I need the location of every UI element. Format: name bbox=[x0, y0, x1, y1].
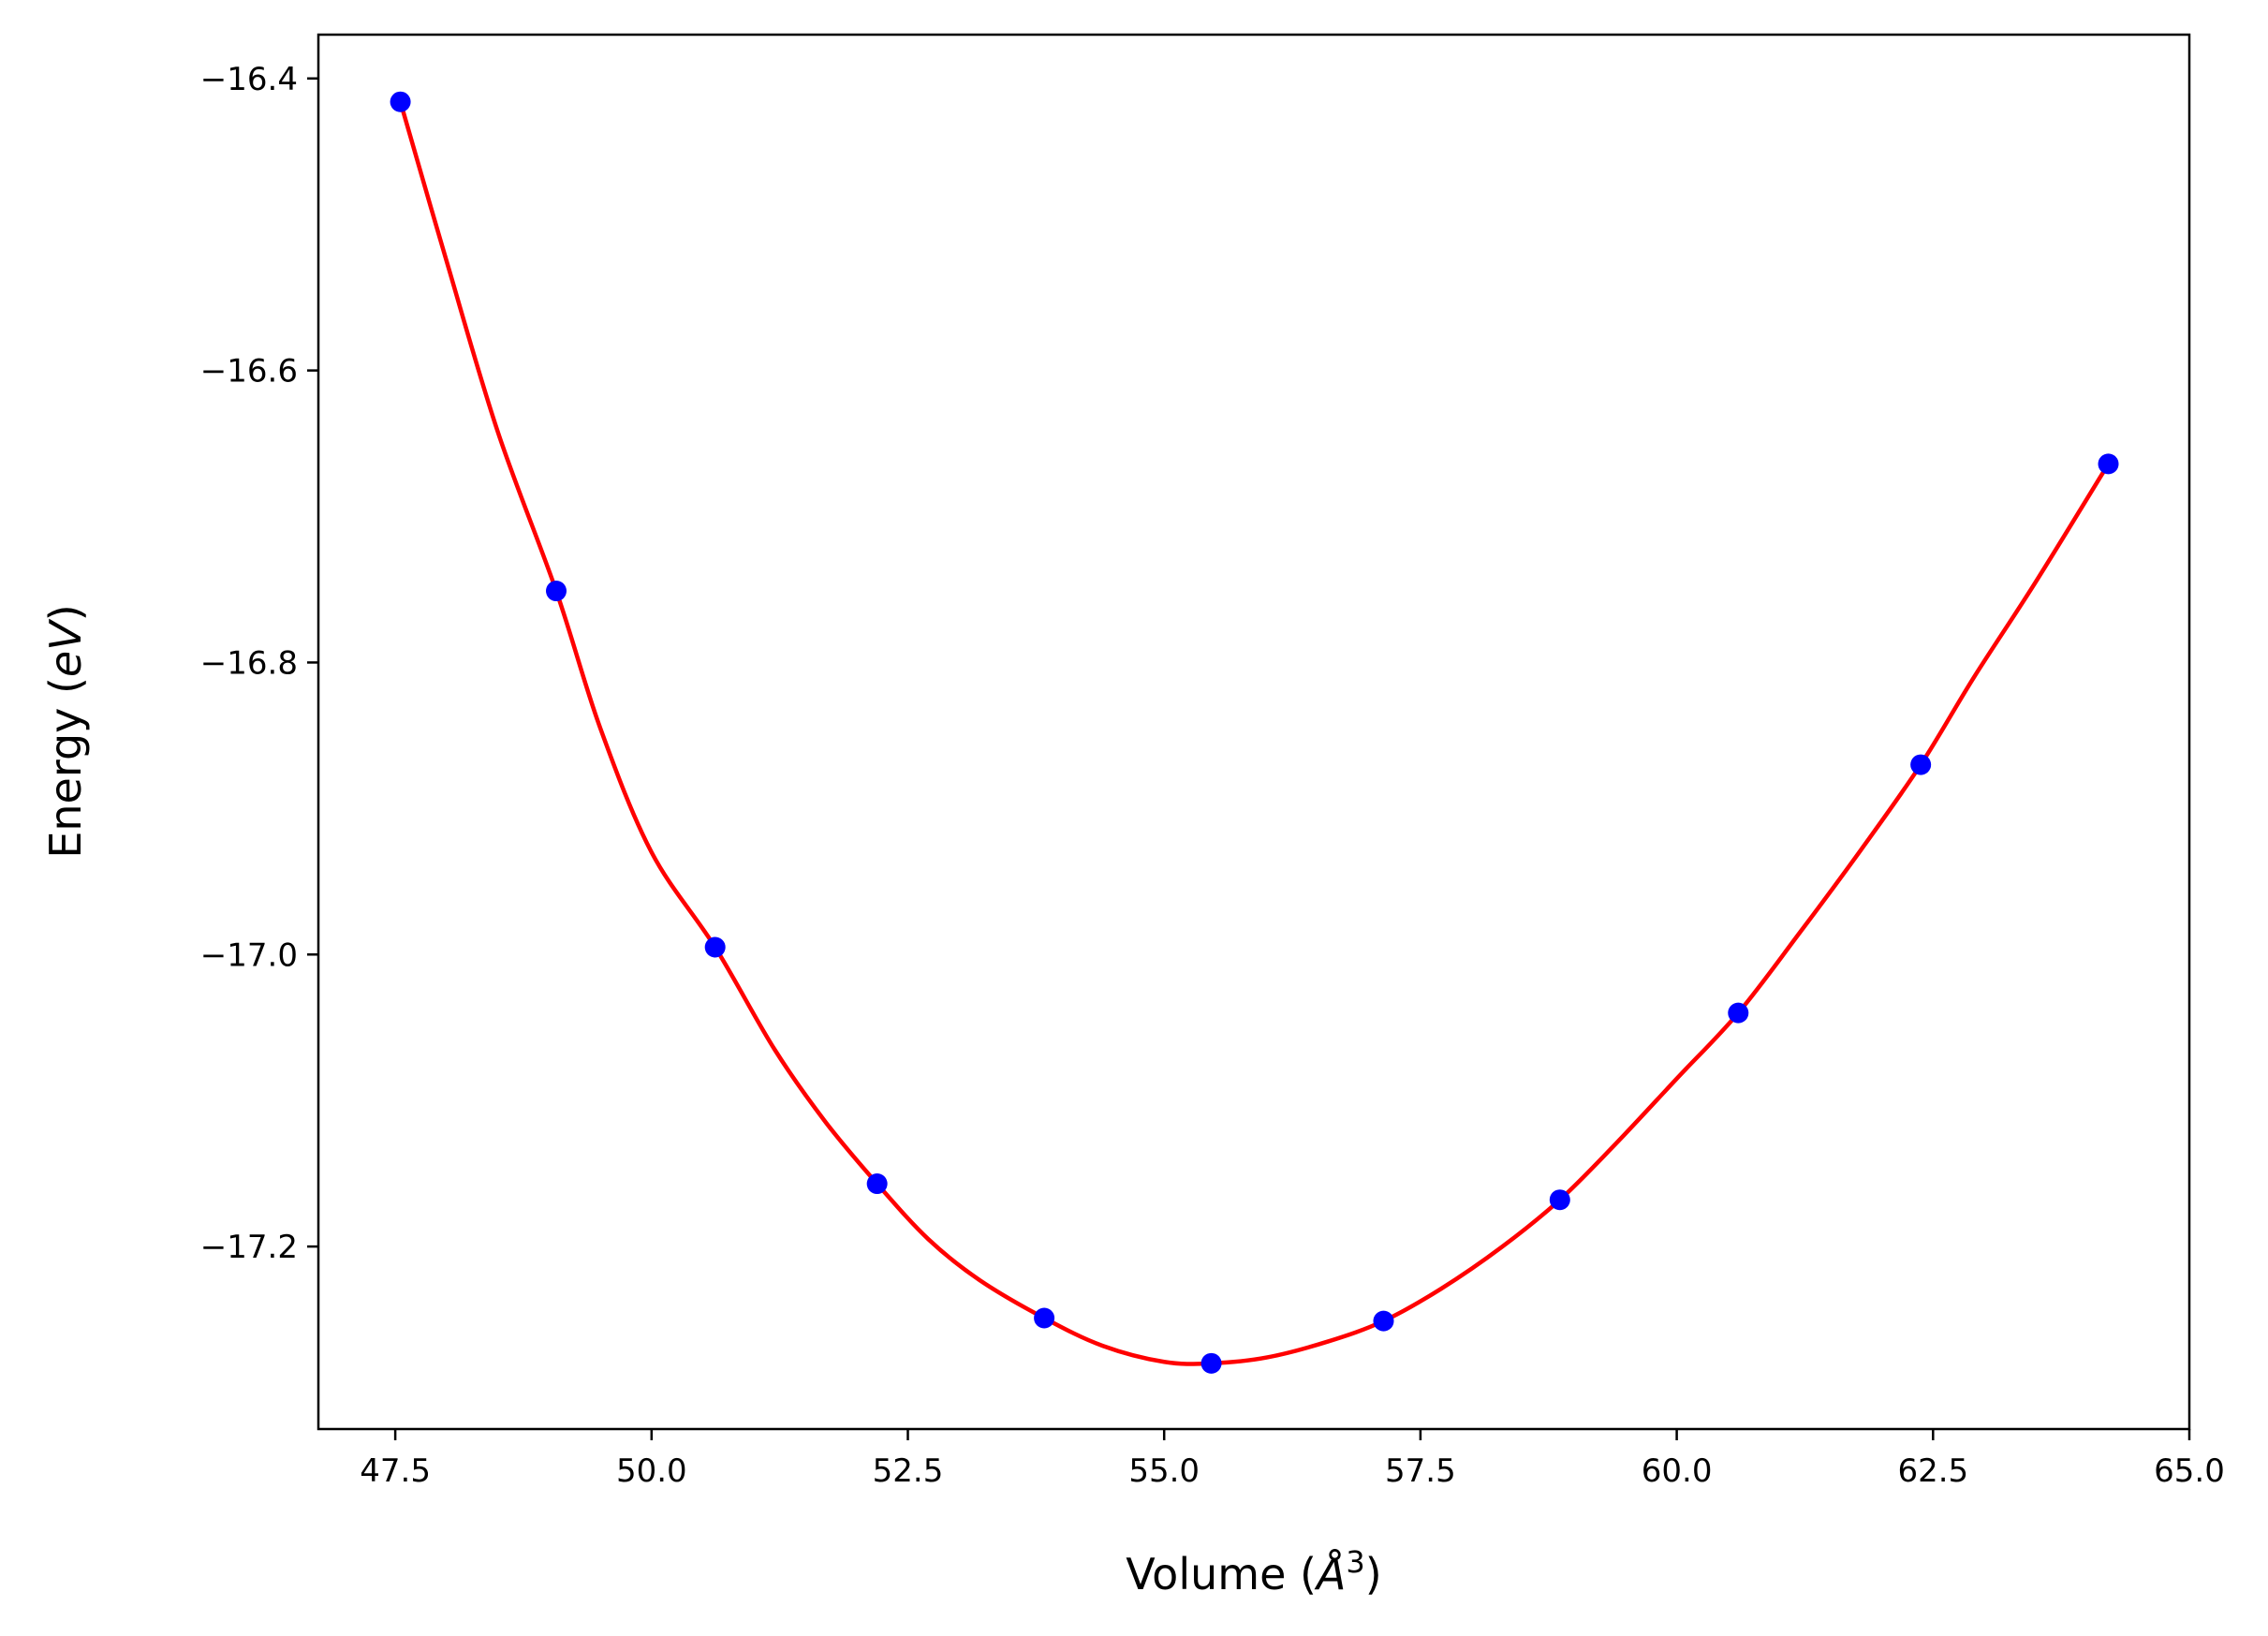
x-tick-label: 57.5 bbox=[1385, 1452, 1456, 1490]
x-tick-label: 47.5 bbox=[360, 1452, 431, 1490]
x-tick-label: 60.0 bbox=[1642, 1452, 1713, 1490]
data-point bbox=[704, 936, 726, 958]
y-axis-label-unit: eV bbox=[40, 618, 91, 677]
x-tick-label: 55.0 bbox=[1128, 1452, 1200, 1490]
y-axis-label-text: Energy ( bbox=[40, 677, 91, 859]
x-axis-label-text: Volume ( bbox=[1126, 1549, 1317, 1599]
x-axis-label-unit: Å bbox=[1314, 1549, 1346, 1599]
data-point bbox=[2098, 453, 2119, 475]
x-tick-label: 52.5 bbox=[873, 1452, 944, 1490]
fit-curve-line bbox=[398, 101, 2111, 1366]
data-point bbox=[1549, 1189, 1570, 1211]
data-point bbox=[1373, 1310, 1394, 1332]
x-axis-label-close: ) bbox=[1365, 1549, 1382, 1599]
axes-frame bbox=[317, 33, 2191, 1431]
y-axis-label-close: ) bbox=[40, 604, 91, 621]
data-point bbox=[1910, 754, 1932, 775]
y-axis-label: Energy (eV) bbox=[40, 604, 91, 858]
y-tick-label: −16.6 bbox=[200, 353, 298, 391]
data-point bbox=[1728, 1002, 1749, 1024]
data-point bbox=[1200, 1352, 1222, 1374]
plot-area bbox=[390, 91, 2119, 1374]
x-axis-ticks: 47.5 50.0 52.5 55.0 57.5 60.0 62.5 65.0 bbox=[360, 1429, 2225, 1490]
x-tick-label: 62.5 bbox=[1897, 1452, 1968, 1490]
x-axis-label-exponent: 3 bbox=[1346, 1544, 1364, 1580]
data-point bbox=[1034, 1307, 1055, 1329]
data-point bbox=[545, 581, 567, 602]
data-point bbox=[866, 1173, 888, 1195]
y-tick-label: −17.2 bbox=[200, 1229, 298, 1266]
data-point bbox=[390, 91, 411, 112]
y-tick-label: −16.8 bbox=[200, 644, 298, 682]
y-tick-label: −16.4 bbox=[200, 61, 298, 98]
x-tick-label: 50.0 bbox=[616, 1452, 687, 1490]
x-axis-label: Volume (Å3) bbox=[1126, 1544, 1381, 1599]
x-tick-label: 65.0 bbox=[2154, 1452, 2225, 1490]
y-axis-ticks: −16.4 −16.6 −16.8 −17.0 −17.2 bbox=[200, 61, 318, 1266]
y-tick-label: −17.0 bbox=[200, 936, 298, 974]
